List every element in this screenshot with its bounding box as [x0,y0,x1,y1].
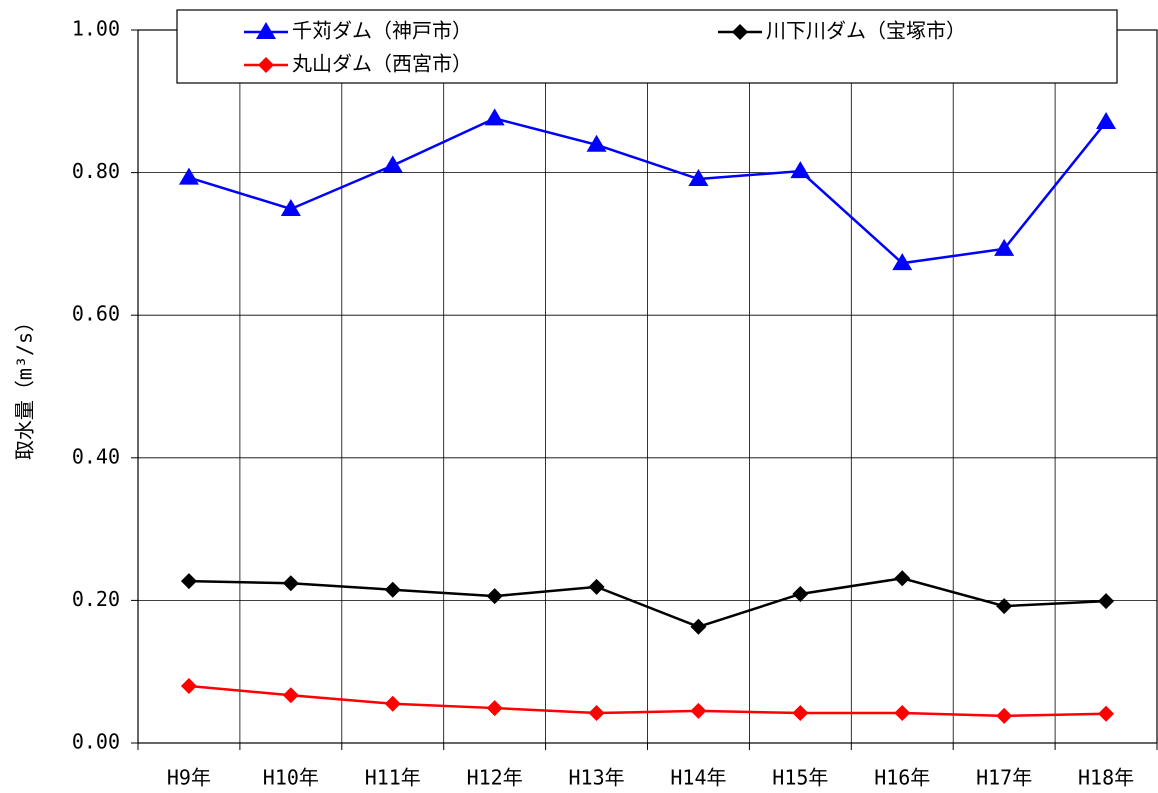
y-tick-label: 0.40 [72,444,120,468]
legend-label: 千苅ダム（神戸市） [292,19,472,43]
marker [1098,593,1115,610]
marker [894,705,911,722]
marker [1098,705,1115,722]
marker [996,707,1013,724]
marker [180,573,197,590]
marker [382,155,403,173]
marker [384,695,401,712]
legend-label: 丸山ダム（西宮市） [292,52,472,76]
y-tick-label: 0.80 [72,159,120,183]
x-tick-label: H10年 [263,766,319,790]
x-tick-label: H16年 [874,766,930,790]
marker [588,705,605,722]
marker [690,618,707,635]
series-line [188,577,1107,629]
marker [996,598,1013,615]
marker [790,161,811,179]
marker [180,677,197,694]
marker [384,581,401,598]
x-tick-label: H15年 [772,766,828,790]
y-tick-label: 0.00 [72,730,120,754]
legend: 千苅ダム（神戸市） 川下川ダム（宝塚市） 丸山ダム（西宮市） [176,9,1118,84]
legend-label: 川下川ダム（宝塚市） [766,19,966,43]
legend-marker [256,22,276,39]
marker [792,705,809,722]
x-tick-label: H14年 [670,766,726,790]
marker [486,700,503,717]
marker [894,570,911,587]
marker [282,687,299,704]
legend-marker [732,24,748,40]
legend-marker [258,57,274,73]
marker [282,575,299,592]
marker [792,585,809,602]
marker [892,253,913,271]
x-tick-label: H18年 [1078,766,1134,790]
marker [484,108,505,126]
marker [178,167,199,185]
y-tick-label: 0.20 [72,587,120,611]
x-tick-label: H12年 [467,766,523,790]
series-line [188,117,1108,265]
x-tick-label: H13年 [568,766,624,790]
x-tick-label: H11年 [365,766,421,790]
legend-box [176,9,1118,84]
marker [486,588,503,605]
marker [586,134,607,152]
marker [1096,111,1117,129]
marker [688,169,709,187]
marker [280,198,301,216]
x-tick-label: H9年 [167,766,211,790]
marker [690,702,707,719]
series-line [188,684,1107,718]
x-tick-label: H17年 [976,766,1032,790]
y-tick-label: 1.00 [72,17,120,41]
marker [588,578,605,595]
y-tick-label: 0.60 [72,302,120,326]
y-axis-label: 取水量（m³/s） [13,312,37,460]
marker [994,238,1015,256]
